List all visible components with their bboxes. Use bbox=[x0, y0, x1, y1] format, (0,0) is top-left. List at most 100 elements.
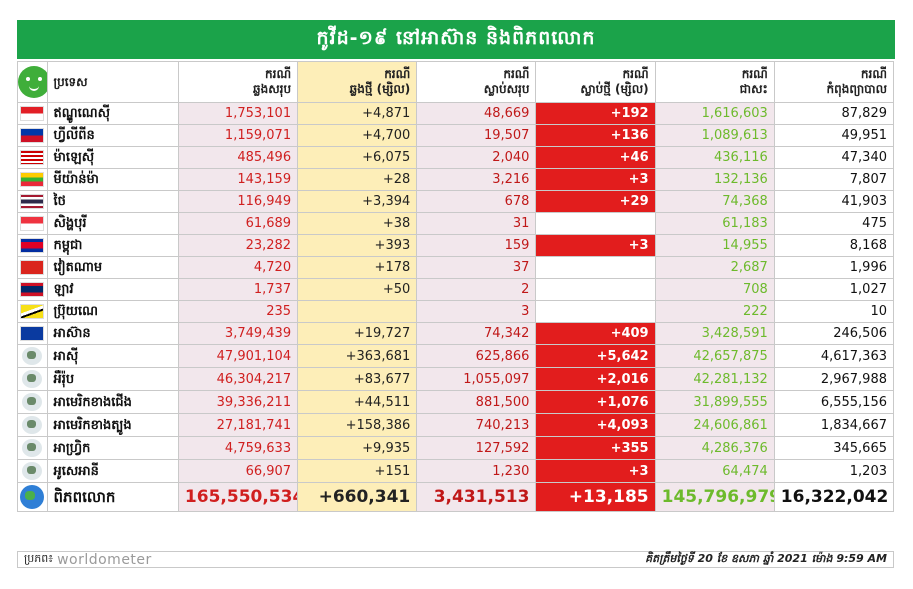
total-recovered: 132,136 bbox=[654, 168, 775, 191]
new-deaths bbox=[535, 278, 656, 301]
source-label: ប្រភព៖ bbox=[24, 551, 54, 565]
table-row: ឥណ្ឌូណេស៊ី 1,753,101 +4,871 48,669 +192 1,616… bbox=[17, 102, 895, 125]
flag-cell bbox=[17, 102, 48, 125]
new-cases: +9,935 bbox=[297, 436, 418, 460]
flag-cell bbox=[17, 146, 48, 169]
total-cases: 116,949 bbox=[177, 190, 299, 213]
table-row: កម្ពុជា 23,282 +393 159 +3 14,955 8,168 bbox=[17, 234, 895, 257]
total-deaths: 740,213 bbox=[416, 413, 537, 437]
total-deaths: 127,592 bbox=[416, 436, 537, 460]
total-deaths: 37 bbox=[416, 256, 537, 279]
active-cases: 6,555,156 bbox=[773, 390, 895, 414]
total-cases: 235 bbox=[177, 300, 299, 323]
table-row: អាមេរិកខាងជើង 39,336,211 +44,511 881,500 +1,… bbox=[17, 390, 895, 414]
country-name: អាមេរិកខាងត្បូង bbox=[46, 413, 179, 437]
new-deaths: +1,076 bbox=[535, 390, 656, 414]
total-recovered: 24,606,861 bbox=[654, 413, 775, 437]
new-cases: +50 bbox=[297, 278, 418, 301]
table-row: មីយ៉ាន់ម៉ា 143,159 +28 3,216 +3 132,136 7,807 bbox=[17, 168, 895, 191]
world-map-icon bbox=[20, 485, 45, 509]
header-new-deaths: ករណី ស្លាប់ថ្មី (ម្សិល) bbox=[535, 61, 656, 103]
laos-flag bbox=[20, 282, 45, 297]
table-row: ឡាវ 1,737 +50 2 708 1,027 bbox=[17, 278, 895, 301]
total-deaths: 2,040 bbox=[416, 146, 537, 169]
singapore-flag bbox=[20, 216, 45, 231]
total-recovered: 31,899,555 bbox=[654, 390, 775, 414]
country-name: វៀតណាម bbox=[46, 256, 179, 279]
oceania-globe-icon bbox=[22, 462, 43, 480]
total-deaths: 19,507 bbox=[416, 124, 537, 147]
total-deaths: 159 bbox=[416, 234, 537, 257]
virus-icon bbox=[17, 61, 48, 103]
flag-cell bbox=[17, 300, 48, 323]
total-recovered: 1,089,613 bbox=[654, 124, 775, 147]
flag-cell bbox=[17, 413, 48, 437]
new-deaths bbox=[535, 256, 656, 279]
flag-cell bbox=[17, 482, 48, 512]
total-deaths: 48,669 bbox=[416, 102, 537, 125]
flag-cell bbox=[17, 367, 48, 391]
total-deaths: 74,342 bbox=[416, 322, 537, 345]
new-cases: +4,700 bbox=[297, 124, 418, 147]
asean-flag bbox=[20, 326, 45, 341]
table-row: វៀតណាម 4,720 +178 37 2,687 1,996 bbox=[17, 256, 895, 279]
header-total-deaths: ករណី ស្លាប់សរុប bbox=[416, 61, 537, 103]
new-cases: +28 bbox=[297, 168, 418, 191]
updated-timestamp: គិតត្រឹមថ្ងៃទី 20 ខែ ឧសភា ឆ្នាំ 2021 ម៉ោ… bbox=[645, 551, 887, 565]
country-name: ប្រ៊ុយណេ bbox=[46, 300, 179, 323]
new-cases: +44,511 bbox=[297, 390, 418, 414]
total-deaths: 3 bbox=[416, 300, 537, 323]
new-deaths: +4,093 bbox=[535, 413, 656, 437]
total-cases: 23,282 bbox=[177, 234, 299, 257]
country-name: អឺរ៉ុប bbox=[46, 367, 179, 391]
total-cases: 61,689 bbox=[177, 212, 299, 235]
country-name: អាស៊ាន bbox=[46, 322, 179, 345]
table-row: អូសេអានី 66,907 +151 1,230 +3 64,474 1,203 bbox=[17, 459, 895, 483]
total-recovered: 1,616,603 bbox=[654, 102, 775, 125]
flag-cell bbox=[17, 256, 48, 279]
new-deaths: +13,185 bbox=[535, 482, 656, 512]
myanmar-flag bbox=[20, 172, 45, 187]
new-cases: +83,677 bbox=[297, 367, 418, 391]
new-deaths: +29 bbox=[535, 190, 656, 213]
total-cases: 66,907 bbox=[177, 459, 299, 483]
total-cases: 165,550,534 bbox=[177, 482, 299, 512]
active-cases: 345,665 bbox=[773, 436, 895, 460]
total-recovered: 64,474 bbox=[654, 459, 775, 483]
philippines-flag bbox=[20, 128, 45, 143]
new-deaths: +5,642 bbox=[535, 344, 656, 368]
total-cases: 27,181,741 bbox=[177, 413, 299, 437]
active-cases: 49,951 bbox=[773, 124, 895, 147]
footer: ប្រភព៖ worldometer គិតត្រឹមថ្ងៃទី 20 ខែ … bbox=[17, 551, 894, 568]
new-deaths: +3 bbox=[535, 168, 656, 191]
flag-cell bbox=[17, 390, 48, 414]
table-row: អាហ្វ្រិក 4,759,633 +9,935 127,592 +355 4,286… bbox=[17, 436, 895, 460]
active-cases: 1,203 bbox=[773, 459, 895, 483]
table-row: ប្រ៊ុយណេ 235 3 222 10 bbox=[17, 300, 895, 323]
active-cases: 475 bbox=[773, 212, 895, 235]
indonesia-flag bbox=[20, 106, 45, 121]
total-recovered: 3,428,591 bbox=[654, 322, 775, 345]
country-name: ម៉ាឡេស៊ី bbox=[46, 146, 179, 169]
new-cases: +151 bbox=[297, 459, 418, 483]
cambodia-flag bbox=[20, 238, 45, 253]
flag-cell bbox=[17, 278, 48, 301]
country-name: អាមេរិកខាងជើង bbox=[46, 390, 179, 414]
total-recovered: 2,687 bbox=[654, 256, 775, 279]
total-recovered: 42,657,875 bbox=[654, 344, 775, 368]
table-row: ថៃ 116,949 +3,394 678 +29 74,368 41,903 bbox=[17, 190, 895, 213]
new-cases: +660,341 bbox=[297, 482, 418, 512]
active-cases: 10 bbox=[773, 300, 895, 323]
country-name: កម្ពុជា bbox=[46, 234, 179, 257]
total-cases: 46,304,217 bbox=[177, 367, 299, 391]
table-row: សិង្ហបុរី 61,689 +38 31 61,183 475 bbox=[17, 212, 895, 235]
new-deaths: +192 bbox=[535, 102, 656, 125]
new-deaths: +2,016 bbox=[535, 367, 656, 391]
flag-cell bbox=[17, 168, 48, 191]
header-total-cases: ករណី ឆ្លងសរុប bbox=[177, 61, 299, 103]
new-deaths bbox=[535, 212, 656, 235]
active-cases: 7,807 bbox=[773, 168, 895, 191]
country-name: អាហ្វ្រិក bbox=[46, 436, 179, 460]
table-header-row: ប្រទេស ករណី ឆ្លងសរុប ករណី ឆ្លងថ្មី (ម្សិល)… bbox=[17, 61, 895, 103]
new-cases: +3,394 bbox=[297, 190, 418, 213]
